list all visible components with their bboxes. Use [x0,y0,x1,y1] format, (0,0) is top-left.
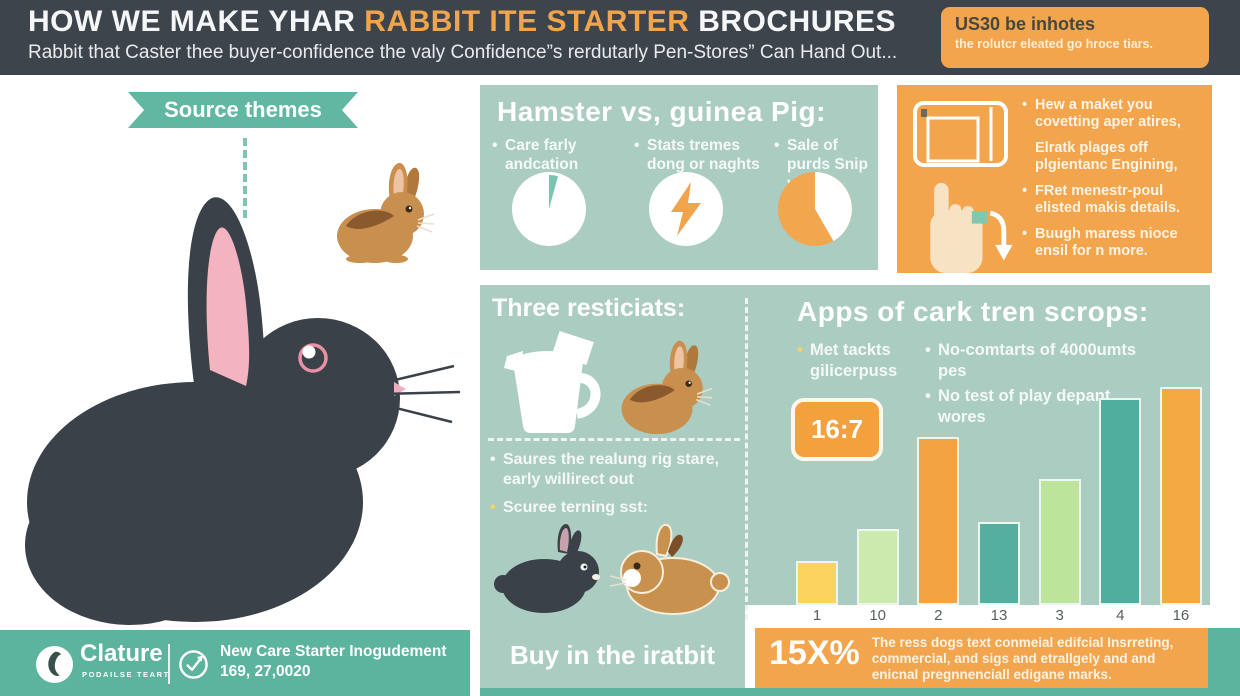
header: HOW WE MAKE YHAR RABBIT ITE STARTER BROC… [0,0,1240,75]
pointing-hand-icon [930,182,1013,273]
bullet-item: • No-comtarts of 4000umts pes [925,341,1137,380]
ratio-badge: 16:7 [791,398,883,461]
chart-label-strip [755,605,1240,628]
info-badge-body: the rolutcr eleated go hroce tiars. [955,37,1153,51]
page-title: HOW WE MAKE YHAR RABBIT ITE STARTER BROC… [28,5,896,39]
bullet-item: • Stats tremes dong or naghts [634,137,760,173]
info-badge: US30 be inhotes the rolutcr eleated go h… [941,7,1209,68]
source-themes-ribbon: Source themes [128,92,358,128]
rabbit-whiskers [377,364,461,424]
bullet-item: • Scuree terning sst: [490,499,648,516]
bar-label: 16 [1172,607,1190,624]
three-section-heading: Three resticiats: [492,294,686,322]
rabbit-icon [621,340,713,435]
bar-chart [790,287,1208,605]
footer-divider [168,644,170,684]
pie-majority-icon [778,172,852,246]
bar [977,522,1020,605]
bar [1159,387,1202,605]
apps-section-heading: Apps of cark tren scrops: [797,296,1149,327]
brand-tagline: PODAILSE TEART [82,670,170,679]
footer: Clature PODAILSE TEART New Care Starter … [0,630,470,696]
title-part2: BROCHURES [689,5,897,38]
promo-stat: 15X% [769,634,860,672]
bar [1099,398,1142,605]
pie-sliver-icon [512,172,586,246]
bar [917,437,960,605]
dashed-divider-vertical [745,298,748,620]
section-middle-extension [480,605,745,690]
footer-corner-block [1208,628,1240,696]
big-rabbit-illustration [25,197,461,625]
bullet-item: • No test of play depant wores [925,387,1111,426]
rabbit-eye [298,343,328,373]
apps-bullet-list: • No-comtarts of 4000umts pes • No test of… [925,340,1140,432]
bullet-item: Elratk plages off plgientanc Engining, [1035,140,1178,173]
brand-logo-icon [36,646,73,683]
promo-text: The ress dogs text conmeial edifcial Ins… [871,635,1174,682]
bullet-item: • Met tackts gilicerpuss [797,341,898,380]
tips-list: • Hew a maket you covetting aper atires, … [1022,97,1204,269]
bar [796,561,838,605]
pitcher-icon [504,331,601,433]
hamster-section-heading: Hamster vs, guinea Pig: [497,96,826,127]
bullet-item: • Saures the realung rig stare, early wil… [490,451,720,488]
bullet-item: • Buugh maress nioce ensil for n more. [1022,226,1178,259]
tips-box: • Hew a maket you covetting aper atires, … [897,85,1212,273]
bar-label: 13 [990,607,1008,624]
three-bullet-list: • Saures the realung rig stare, early wil… [490,450,742,526]
check-badge-icon [179,650,208,679]
buy-heading: Buy in the iratbit [509,640,716,670]
card-icon [913,101,1008,167]
rabbit-ear-inner [206,227,250,386]
title-highlight: RABBIT ITE STARTER [364,5,690,38]
bar-label: 10 [869,607,886,624]
dashed-connector-line [243,138,247,218]
bar [856,529,899,605]
bar-chart-labels: 1 10 2 13 3 4 16 [790,607,1208,624]
title-part1: HOW WE MAKE YHAR [28,5,365,38]
bullet-item: • Hew a maket you covetting aper atires, [1022,97,1181,130]
lightning-icon [649,172,723,246]
rabbits-pair-illustration [494,523,730,615]
bar-label: 2 [934,607,943,624]
footer-note-line1: New Care Starter Inogudement [220,643,447,660]
small-rabbit-illustration [337,162,435,263]
bullet-item: • Care farly andcation [492,137,579,173]
info-badge-title: US30 be inhotes [955,14,1096,34]
footer-bottom-strip [480,688,1208,696]
dashed-divider-horizontal [488,438,740,441]
bar [1038,479,1081,605]
footer-note-line2: 169, 27,0020 [220,663,311,680]
bullet-item: • FRet menestr-poul elisted makis details… [1022,183,1181,216]
bar-label: 1 [812,607,822,624]
bar-label: 3 [1055,607,1064,624]
promo-banner: 15X% The ress dogs text conmeial edifcia… [755,628,1208,688]
bar-label: 4 [1116,607,1125,624]
page-subtitle: Rabbit that Caster thee buyer-confidence… [28,42,898,63]
brand-name: Clature [80,640,163,667]
